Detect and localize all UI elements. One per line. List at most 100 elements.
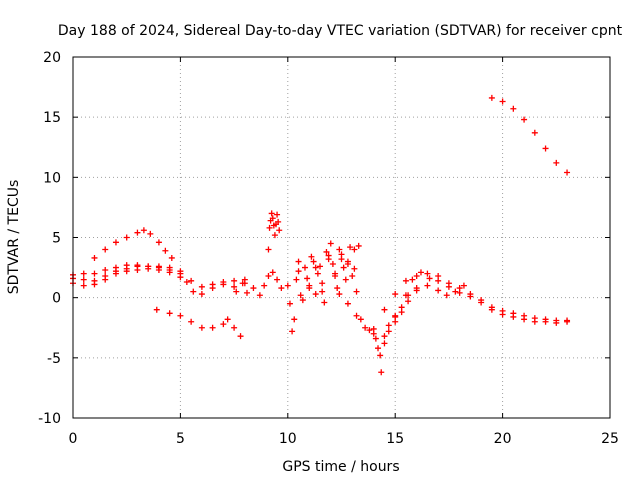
data-point xyxy=(426,275,433,282)
data-point xyxy=(325,252,332,259)
data-point xyxy=(306,285,313,292)
series-arc-rise-16h-c xyxy=(409,269,467,299)
series-arc-main-c xyxy=(70,265,184,289)
data-point xyxy=(155,266,162,273)
data-point xyxy=(542,316,549,323)
data-point xyxy=(275,218,282,225)
data-point xyxy=(198,283,205,290)
data-point xyxy=(336,246,343,253)
series-arc-mid-a xyxy=(233,269,285,299)
data-point xyxy=(293,276,300,283)
data-point xyxy=(295,268,302,275)
data-point xyxy=(317,263,324,270)
data-point xyxy=(564,317,571,324)
x-tick-label: 25 xyxy=(601,431,619,447)
data-point xyxy=(123,268,130,275)
data-point xyxy=(233,288,240,295)
data-point xyxy=(314,270,321,277)
y-tick-label: 0 xyxy=(52,291,61,307)
data-point xyxy=(312,291,319,298)
series-spike-9h xyxy=(265,210,283,253)
data-point xyxy=(265,246,272,253)
data-point xyxy=(381,306,388,313)
data-point xyxy=(357,316,364,323)
data-point xyxy=(329,260,336,267)
data-point xyxy=(145,265,152,272)
data-point xyxy=(168,254,175,261)
data-point xyxy=(295,258,302,265)
data-point xyxy=(134,266,141,273)
data-point xyxy=(166,269,173,276)
data-point xyxy=(460,282,467,289)
data-point xyxy=(177,268,184,275)
data-point xyxy=(499,98,506,105)
series-arc-noisy-11h xyxy=(284,240,360,335)
x-tick-label: 0 xyxy=(69,431,78,447)
data-point xyxy=(183,279,190,286)
data-point xyxy=(381,340,388,347)
data-point xyxy=(153,306,160,313)
data-point xyxy=(340,264,347,271)
data-point xyxy=(112,239,119,246)
data-point xyxy=(261,282,268,289)
data-point xyxy=(231,324,238,331)
y-tick-label: 5 xyxy=(52,231,61,247)
data-point xyxy=(177,312,184,319)
y-tick-label: 20 xyxy=(43,50,61,66)
data-point xyxy=(91,270,98,277)
data-point xyxy=(80,276,87,283)
data-point xyxy=(488,94,495,101)
data-point xyxy=(80,282,87,289)
data-point xyxy=(123,234,130,241)
data-point xyxy=(243,289,250,296)
data-point xyxy=(323,248,330,255)
data-point xyxy=(332,270,339,277)
data-point xyxy=(445,280,452,287)
y-tick-label: -5 xyxy=(47,351,61,367)
data-point xyxy=(370,325,377,332)
data-point xyxy=(188,277,195,284)
data-point xyxy=(274,276,281,283)
data-point xyxy=(284,282,291,289)
data-point xyxy=(80,270,87,277)
data-point xyxy=(102,266,109,273)
data-point xyxy=(405,298,412,305)
data-point xyxy=(231,277,238,284)
data-point xyxy=(112,270,119,277)
data-point xyxy=(190,288,197,295)
data-point xyxy=(291,316,298,323)
data-point xyxy=(102,246,109,253)
grid-lines xyxy=(73,57,610,418)
data-point xyxy=(241,276,248,283)
data-point xyxy=(334,285,341,292)
data-point xyxy=(344,300,351,307)
data-point xyxy=(310,258,317,265)
data-point xyxy=(231,283,238,290)
data-point xyxy=(319,280,326,287)
data-point xyxy=(256,292,263,299)
series-arc-main-b xyxy=(70,262,248,290)
data-point xyxy=(91,281,98,288)
data-point xyxy=(319,288,326,295)
series-arc-noisy-11h-b xyxy=(286,244,358,323)
data-point xyxy=(224,316,231,323)
x-tick-label: 20 xyxy=(494,431,512,447)
data-point xyxy=(209,281,216,288)
data-point xyxy=(265,273,272,280)
data-point xyxy=(266,224,273,231)
data-point xyxy=(286,300,293,307)
data-point xyxy=(510,310,517,317)
data-point xyxy=(297,292,304,299)
data-point xyxy=(250,285,257,292)
data-point xyxy=(355,242,362,249)
y-axis-label: SDTVAR / TECUs xyxy=(6,180,22,295)
series-arc-dip-13h xyxy=(336,291,412,376)
data-point xyxy=(424,270,431,277)
data-point xyxy=(166,310,173,317)
data-point xyxy=(276,227,283,234)
data-point xyxy=(362,324,369,331)
series-arc-noisy-11h-c xyxy=(306,242,362,292)
x-axis-label: GPS time / hours xyxy=(282,459,399,475)
x-tick-label: 10 xyxy=(279,431,297,447)
data-point xyxy=(198,291,205,298)
